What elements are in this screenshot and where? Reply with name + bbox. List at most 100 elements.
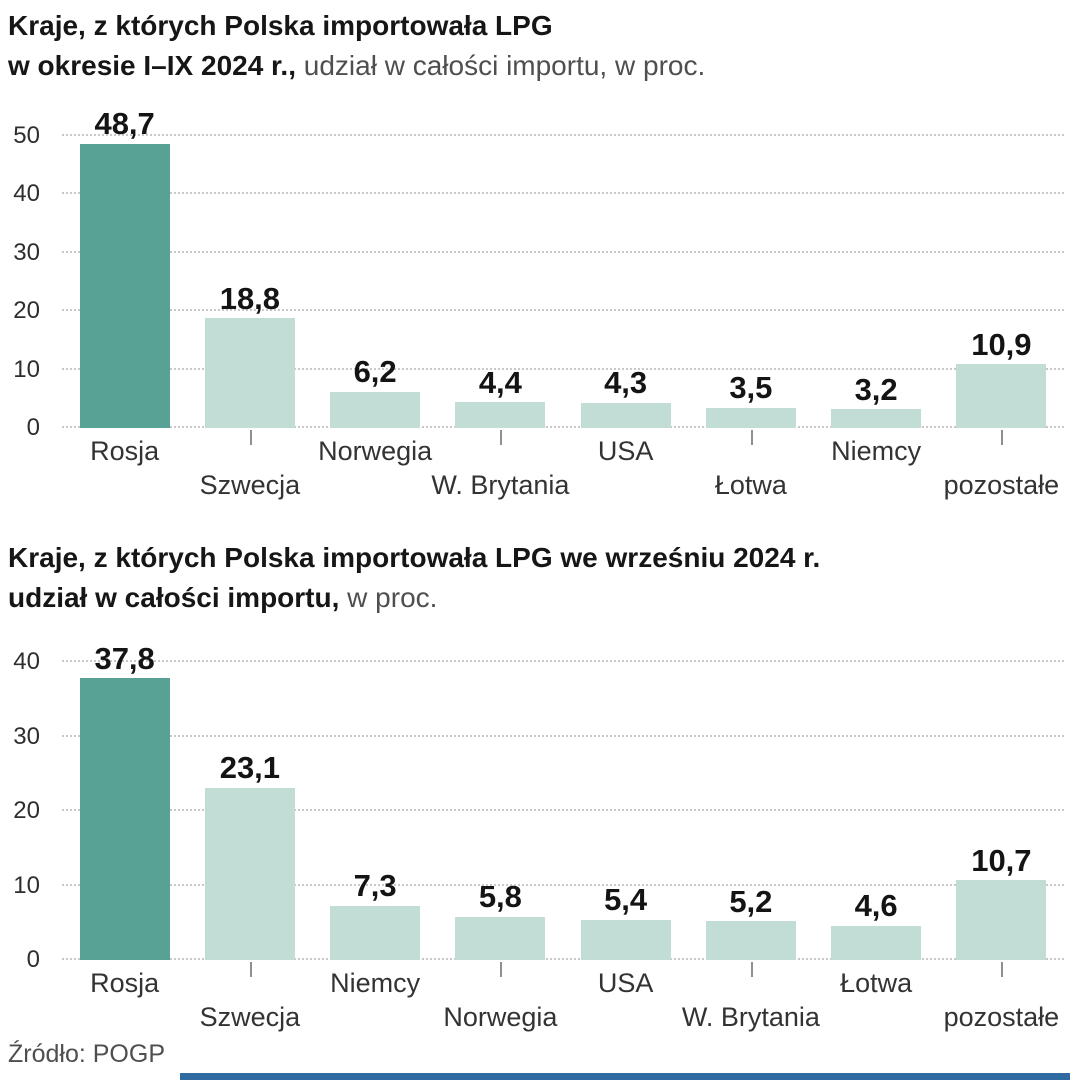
category-cell: USA [563,428,688,504]
bar-group: 6,2 [313,136,438,428]
y-axis: 0 10 20 30 40 50 [0,124,54,440]
y-tick-label: 30 [13,238,40,266]
gridline [62,660,1064,662]
category-label: USA [597,968,654,998]
title-bold-text: w okresie I–IX 2024 r., [8,50,296,81]
bar-group: 4,6 [814,662,939,960]
bar-group: 18,8 [187,136,312,428]
category-tick-mark [750,962,753,977]
chart-title-2-line-1: Kraje, z których Polska importowała LPG … [8,538,1062,578]
y-tick-label: 50 [13,122,40,149]
gridline [62,883,1064,886]
bar-value-label: 5,8 [478,879,522,915]
bar-value-label: 10,7 [971,842,1032,878]
bar-group: 7,3 [313,662,438,960]
bars: 48,7 18,8 6,2 4,4 4,3 3,5 3,2 10,9 [62,107,1064,428]
plot-area: 48,7 18,8 6,2 4,4 4,3 3,5 3,2 10,9 [62,107,1064,428]
bar [79,143,170,428]
plot-area: 37,8 23,1 7,3 5,8 5,4 5,2 4,6 10,7 [62,642,1064,960]
category-cell: W. Brytania [431,428,569,504]
category-cell: pozostałe [939,960,1064,1036]
bar [580,402,671,428]
y-tick-label: 0 [26,946,40,973]
chart-title-1-line-2: w okresie I–IX 2024 r., udział w całości… [8,46,1062,86]
bar-group: 48,7 [62,107,187,428]
category-label: Norwegia [318,436,433,466]
gridline [62,426,1064,428]
category-cell: Szwecja [187,960,312,1036]
category-tick-mark [1001,962,1004,977]
bar [705,921,796,960]
bar-group: 4,4 [438,136,563,428]
bar [831,409,922,428]
bar [455,916,546,960]
bar-group: 37,8 [62,642,187,960]
category-label: W. Brytania [431,470,570,500]
y-tick-label: 20 [13,297,40,325]
bar-value-label: 5,4 [604,882,648,918]
category-label: Norwegia [443,1002,558,1032]
category-tick-mark [500,962,503,977]
bar [956,364,1047,428]
category-cell: Rosja [62,428,187,504]
category-tick-mark [750,430,753,445]
gridline [62,192,1064,195]
bar-group: 10,9 [939,136,1064,428]
chart-title-1: Kraje, z których Polska importowała LPG … [0,6,1070,86]
bar [956,880,1047,960]
bar-group: 3,2 [814,136,939,428]
title-regular-text: udział w całości importu, w proc. [295,50,706,81]
gridline [62,809,1064,811]
bar-chart-1-plot: 0 10 20 30 40 50 48,7 18,8 6,2 4,4 4,3 3,5 3,2 10,9 [0,107,1070,440]
category-tick-mark [1001,430,1004,445]
bar [705,407,796,428]
category-label: Rosja [90,968,160,998]
category-label: Łotwa [714,470,787,500]
y-tick-label: 0 [26,414,40,441]
category-tick-mark [500,430,503,445]
category-tick-mark [249,962,252,977]
bar [330,391,421,428]
bar-value-label: 5,2 [729,883,773,919]
bar [204,787,295,960]
x-axis-labels: Rosja Szwecja Norwegia W. Brytania USA Łotwa N… [62,428,1064,504]
category-label: W. Brytania [681,1002,820,1032]
bar-group: 5,8 [438,662,563,960]
category-tick-mark [249,430,252,445]
category-cell: Norwegia [438,960,563,1036]
bar-value-label: 18,8 [219,280,281,316]
category-label: Niemcy [831,436,922,466]
bar [455,402,546,428]
category-cell: Rosja [62,960,187,1036]
y-tick-label: 20 [13,797,40,824]
category-label: pozostałe [943,1002,1060,1032]
bar-value-label: 7,3 [353,868,397,904]
category-cell: USA [563,960,688,1036]
category-label: Łotwa [840,968,913,998]
bar [79,678,170,960]
category-cell: Niemcy [814,428,939,504]
y-tick-label: 40 [13,180,40,208]
chart-section-2: Kraje, z których Polska importowała LPG … [0,538,1070,1036]
y-tick-label: 40 [13,648,40,675]
bar [330,905,421,960]
gridline [62,958,1064,960]
category-label: Rosja [90,436,160,466]
bar-value-label: 23,1 [219,750,281,786]
category-label: Niemcy [330,968,421,998]
bar-group: 5,2 [688,662,813,960]
title-regular-text: w proc. [339,582,438,613]
chart-title-1-line-1: Kraje, z których Polska importowała LPG [8,6,1062,46]
gridline [62,734,1064,737]
x-axis-labels: Rosja Szwecja Niemcy Norwegia USA W. Brytania… [62,960,1064,1036]
bars: 37,8 23,1 7,3 5,8 5,4 5,2 4,6 10,7 [62,642,1064,960]
chart-title-2: Kraje, z których Polska importowała LPG … [0,538,1070,618]
gridline [62,309,1064,312]
bar-value-label: 10,9 [971,326,1032,362]
chart-section-1: Kraje, z których Polska importowała LPG … [0,6,1070,504]
chart-title-2-line-2: udział w całości importu, w proc. [8,578,1062,618]
bar-value-label: 48,7 [94,106,155,142]
title-bold-text: Kraje, z których Polska importowała LPG [8,10,553,41]
bar-value-label: 4,4 [478,364,522,400]
